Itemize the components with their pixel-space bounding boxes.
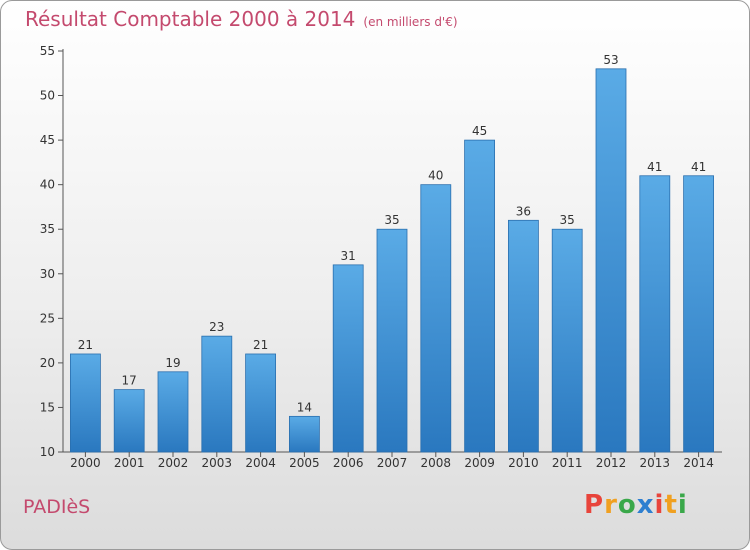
x-tick-label: 2013 [640,456,671,470]
chart-title: Résultat Comptable 2000 à 2014 (en millie… [25,7,458,31]
x-tick-label: 2014 [683,456,714,470]
logo-letter: r [604,490,618,520]
y-tick-label: 30 [40,267,55,281]
x-tick-label: 2000 [70,456,101,470]
bar-value-label: 14 [297,400,312,414]
proxiti-logo: Proxiti [584,490,688,520]
y-tick-label: 55 [40,44,55,58]
bar [683,175,714,453]
y-tick-label: 20 [40,356,55,370]
y-tick-label: 45 [40,133,55,147]
bar-value-label: 41 [647,160,662,174]
x-tick-label: 2010 [508,456,539,470]
bar-value-label: 23 [209,320,224,334]
logo-letter: i [654,490,665,520]
x-tick-label: 2004 [245,456,276,470]
x-tick-label: 2002 [158,456,189,470]
bar-value-label: 17 [122,374,137,388]
y-tick-label: 25 [40,311,55,325]
bar [551,228,583,453]
chart-title-text: Résultat Comptable 2000 à 2014 [25,7,356,31]
bar-value-label: 53 [603,53,618,67]
bar [157,371,189,453]
bar-value-label: 35 [560,213,575,227]
x-tick-label: 2005 [289,456,320,470]
bar [376,228,408,453]
bar-value-label: 40 [428,169,443,183]
bar-value-label: 19 [165,356,180,370]
bar-value-label: 35 [384,213,399,227]
x-tick-label: 2012 [596,456,627,470]
logo-letter: x [636,490,655,520]
y-tick-label: 40 [40,178,55,192]
x-tick-label: 2008 [421,456,452,470]
bar [595,68,627,453]
x-tick-label: 2011 [552,456,583,470]
bar [245,353,277,453]
logo-letter: o [617,490,637,520]
bar [332,264,364,453]
bar [464,139,496,453]
bar [507,219,539,453]
y-tick-label: 15 [40,400,55,414]
chart-subtitle: (en milliers d'€) [363,15,458,29]
bar-value-label: 45 [472,124,487,138]
bar [70,353,101,453]
logo-letter: P [584,490,605,520]
bar-value-label: 41 [691,160,706,174]
bar-value-label: 21 [78,338,93,352]
bar-value-label: 31 [341,249,356,263]
bar [288,415,320,453]
y-tick-label: 10 [40,445,55,459]
logo-letter: i [677,490,688,520]
y-tick-label: 35 [40,222,55,236]
bar-value-label: 36 [516,204,531,218]
x-tick-label: 2007 [377,456,408,470]
bar [420,184,452,453]
bar [639,175,671,453]
bar-value-label: 21 [253,338,268,352]
place-name: PADIèS [23,496,91,518]
y-tick-label: 50 [40,89,55,103]
x-tick-label: 2006 [333,456,364,470]
logo-letter: t [664,490,678,520]
x-tick-label: 2009 [464,456,495,470]
x-tick-label: 2003 [202,456,233,470]
x-tick-label: 2001 [114,456,145,470]
bar [113,389,145,453]
bar [201,335,233,453]
